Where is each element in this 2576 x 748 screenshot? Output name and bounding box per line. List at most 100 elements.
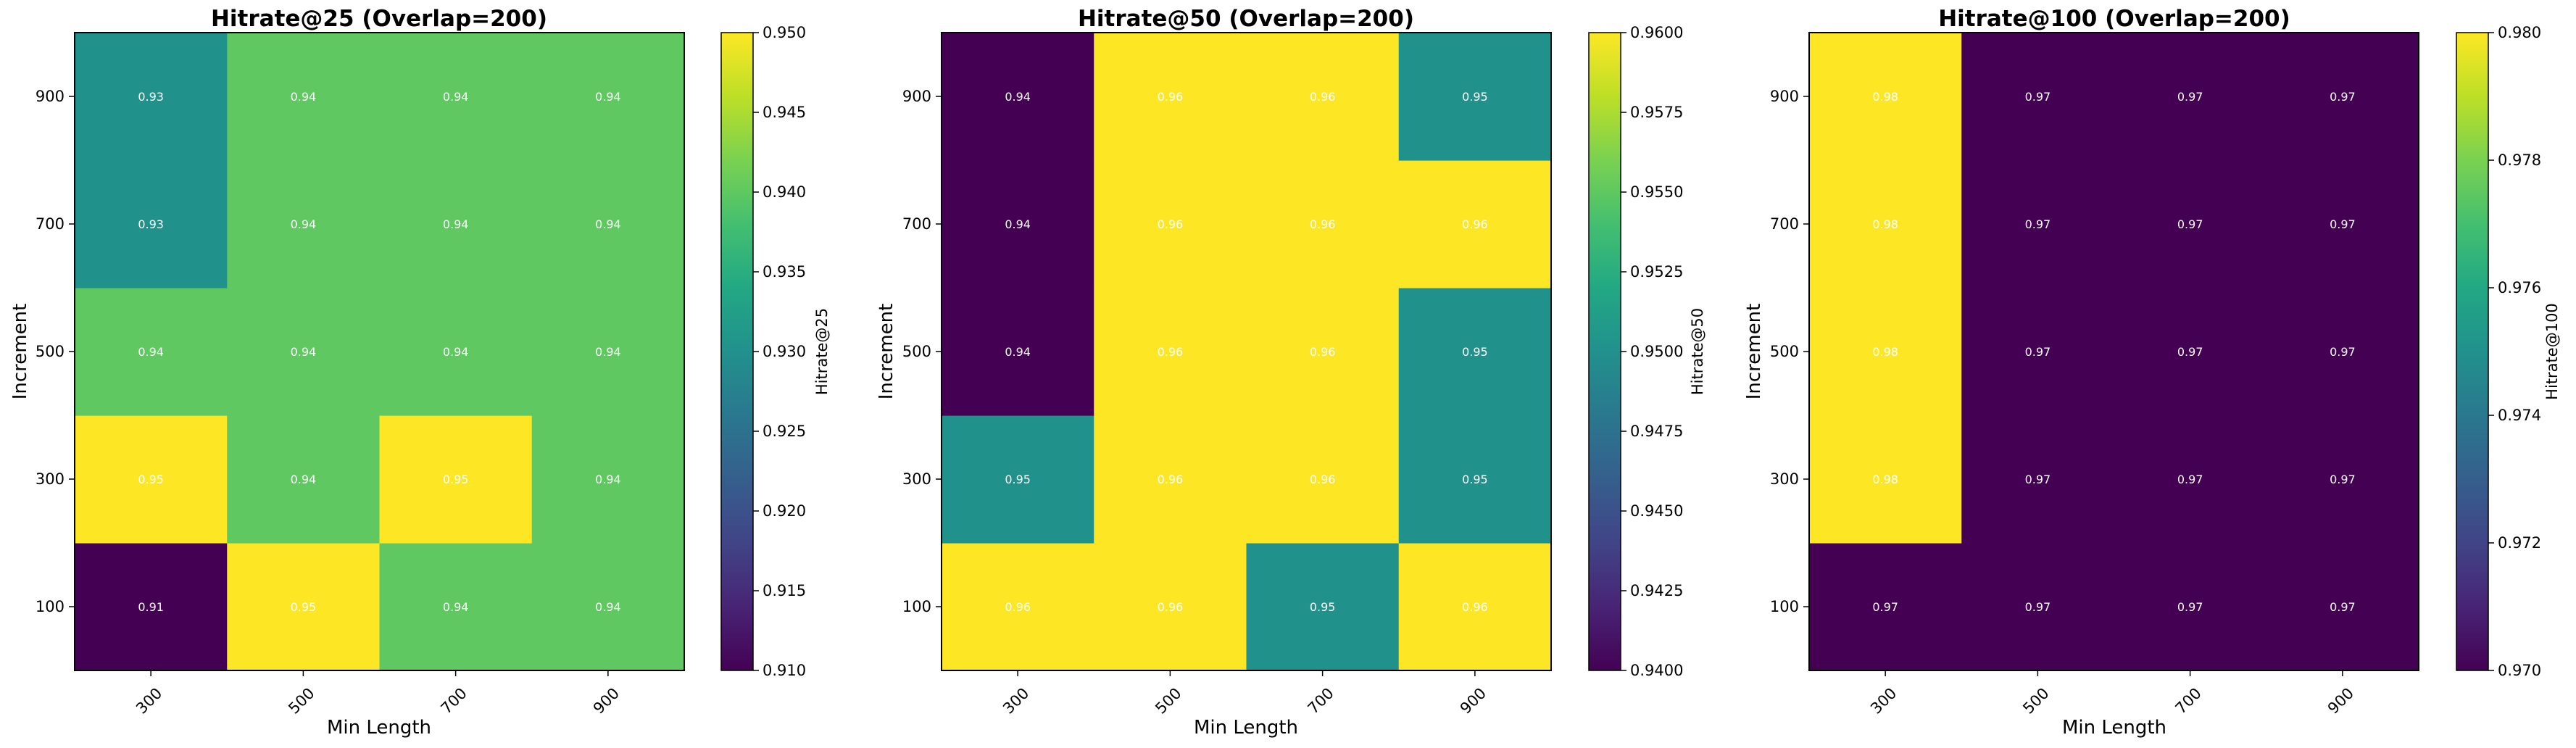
cell-value-label: 0.94 — [443, 90, 469, 104]
cell-value-label: 0.94 — [443, 217, 469, 231]
x-ticks-2: 300 500 700 900 — [1000, 670, 1489, 718]
colorbar-tick-label: 0.940 — [763, 183, 806, 201]
cell-value-label: 0.95 — [1005, 473, 1031, 486]
y-tick-label: 300 — [1770, 470, 1799, 488]
x-tick-label: 500 — [2019, 684, 2052, 717]
heatmap-cell — [2266, 288, 2419, 416]
heatmap-cell — [75, 543, 228, 671]
colorbar-tick-label: 0.945 — [763, 104, 806, 121]
colorbar-label-3: Hitrate@100 — [2543, 303, 2561, 400]
cell-value-label: 0.95 — [291, 600, 317, 614]
heatmap-cell — [1398, 160, 1552, 288]
heatmap-cell — [2114, 160, 2267, 288]
heatmap-cell — [1246, 288, 1400, 416]
y-tick-label: 300 — [36, 470, 65, 488]
heatmap-cell — [227, 415, 381, 544]
colorbar-tick-label: 0.930 — [763, 343, 806, 360]
heatmap-cell — [1094, 160, 1247, 288]
cell-value-label: 0.97 — [2025, 473, 2051, 486]
x-tick-label: 700 — [2172, 684, 2205, 717]
x-tick-label: 300 — [1000, 684, 1032, 717]
x-tick-label: 300 — [1867, 684, 1900, 717]
heatmap-cells-1: 0.91 0.95 0.94 0.94 0.95 0.94 0.95 0.94 0.94 0.94… — [75, 33, 685, 671]
cell-value-label: 0.95 — [1462, 473, 1488, 486]
heatmap-cell — [942, 160, 1094, 288]
heatmap-cell — [1398, 415, 1552, 544]
heatmap-cell — [1809, 33, 1962, 161]
colorbar-tick-label: 0.9500 — [1630, 343, 1683, 360]
cell-value-label: 0.93 — [138, 90, 164, 104]
colorbar-tick-label: 0.9550 — [1630, 183, 1683, 201]
colorbar-tick-label: 0.9575 — [1630, 104, 1683, 121]
y-tick-label: 700 — [902, 215, 931, 233]
cell-value-label: 0.97 — [2177, 90, 2203, 104]
cell-value-label: 0.96 — [1462, 217, 1488, 231]
cell-value-label: 0.95 — [138, 473, 164, 486]
cell-value-label: 0.94 — [1005, 217, 1031, 231]
cell-value-label: 0.96 — [1005, 600, 1031, 614]
y-ticks-2: 100 300 500 700 900 — [902, 88, 942, 615]
cell-value-label: 0.95 — [443, 473, 469, 486]
heatmap-cell — [227, 160, 381, 288]
chart-title-2: Hitrate@50 (Overlap=200) — [1078, 6, 1414, 32]
colorbar-tick-label: 0.970 — [2498, 662, 2541, 679]
heatmap-cell — [1809, 543, 1962, 671]
y-tick-label: 700 — [1770, 215, 1799, 233]
cell-value-label: 0.94 — [291, 345, 317, 359]
heatmap-cell — [1094, 288, 1247, 416]
heatmap-cell — [2114, 288, 2267, 416]
heatmap-cell — [1246, 160, 1400, 288]
x-axis-label-1: Min Length — [327, 717, 431, 739]
heatmap-cell — [1809, 415, 1962, 544]
cell-value-label: 0.97 — [2330, 345, 2356, 359]
heatmap-cell — [1246, 415, 1400, 544]
x-tick-label: 300 — [133, 684, 165, 717]
colorbar-tick-label: 0.9400 — [1630, 662, 1683, 679]
colorbar-label-2: Hitrate@50 — [1689, 308, 1706, 395]
colorbar-tick-label: 0.978 — [2498, 151, 2541, 169]
y-tick-label: 100 — [36, 598, 65, 615]
cell-value-label: 0.98 — [1872, 473, 1898, 486]
y-tick-label: 100 — [1770, 598, 1799, 615]
heatmap-cell — [1094, 33, 1247, 161]
cell-value-label: 0.97 — [2330, 600, 2356, 614]
heatmap-cell — [1961, 543, 2115, 671]
x-tick-label: 500 — [1152, 684, 1184, 717]
heatmap-cell — [1398, 33, 1552, 161]
cell-value-label: 0.97 — [2025, 90, 2051, 104]
x-ticks-3: 300 500 700 900 — [1867, 670, 2357, 718]
x-tick-label: 500 — [285, 684, 317, 717]
cell-value-label: 0.96 — [1310, 90, 1336, 104]
heatmap-cell — [2266, 33, 2419, 161]
x-axis-label-3: Min Length — [2062, 717, 2166, 739]
colorbar-ticks-1: 0.910 0.915 0.920 0.925 0.930 0.935 0.940 0.945… — [753, 24, 806, 679]
heatmap-cell — [2266, 160, 2419, 288]
heatmap-cell — [1961, 288, 2115, 416]
heatmap-cell — [2114, 33, 2267, 161]
colorbar-2 — [1588, 32, 1621, 671]
heatmap-cell — [1094, 415, 1247, 544]
cell-value-label: 0.93 — [138, 217, 164, 231]
chart-title-3: Hitrate@100 (Overlap=200) — [1938, 6, 2290, 32]
y-tick-label: 900 — [1770, 88, 1799, 105]
cell-value-label: 0.95 — [1310, 600, 1336, 614]
heatmap-cell — [2114, 543, 2267, 671]
heatmap-cell — [75, 288, 228, 416]
cell-value-label: 0.96 — [1158, 473, 1184, 486]
y-tick-label: 500 — [1770, 343, 1799, 360]
colorbar-tick-label: 0.980 — [2498, 24, 2541, 41]
y-ticks-3: 100 300 500 700 900 — [1770, 88, 1809, 615]
colorbar-1 — [720, 32, 754, 671]
heatmap-cell — [379, 288, 533, 416]
colorbar-tick-label: 0.935 — [763, 263, 806, 280]
cell-value-label: 0.95 — [1462, 345, 1488, 359]
y-tick-label: 900 — [902, 88, 931, 105]
heatmap-cell — [75, 33, 228, 161]
cell-value-label: 0.96 — [1158, 600, 1184, 614]
heatmap-cell — [1809, 288, 1962, 416]
colorbar-tick-label: 0.950 — [763, 24, 806, 41]
heatmap-cell — [379, 33, 533, 161]
heatmap-cell — [1961, 33, 2115, 161]
cell-value-label: 0.98 — [1872, 217, 1898, 231]
